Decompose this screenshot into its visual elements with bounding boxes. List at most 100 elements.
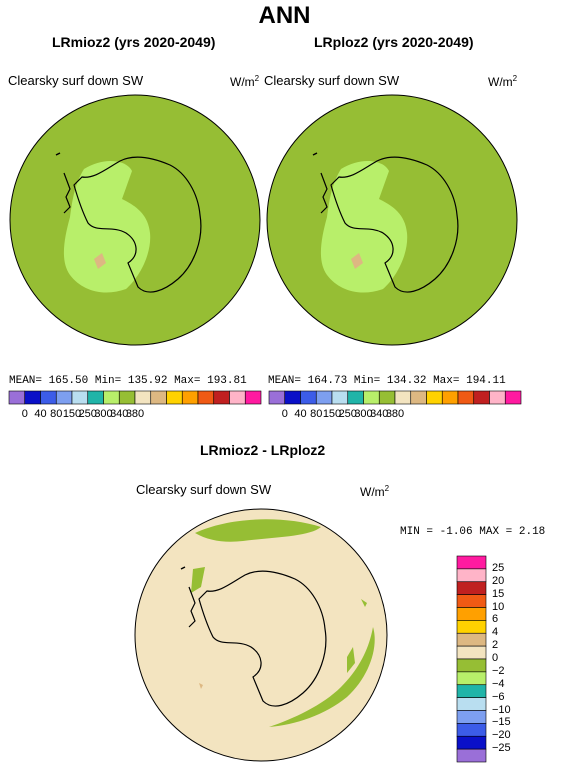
panel1-colorbar-swatch xyxy=(244,390,262,405)
panel2-colorbar-swatch xyxy=(268,390,286,405)
panel1-colorbar-labels: 0 40 80 150 250 300 340 380 xyxy=(8,408,262,422)
diff-colorbar-swatch xyxy=(456,594,487,608)
diff-green-east-small xyxy=(361,599,367,607)
diff-colorbar-swatch xyxy=(456,658,487,673)
panel1-colorbar-swatch xyxy=(55,390,73,405)
panel1-title: LRmioz2 (yrs 2020-2049) xyxy=(52,34,216,50)
diff-colorbar-tick-label: −25 xyxy=(492,742,511,755)
panel2-colorbar-tick-label: 300 xyxy=(354,408,373,420)
panel2-stats: MEAN= 164.73 Min= 134.32 Max= 194.11 xyxy=(268,375,506,387)
panel1-colorbar-swatch xyxy=(87,390,104,405)
panel1-colorbar-swatch xyxy=(8,390,26,405)
diff-colorbar-tick-label: 0 xyxy=(492,652,499,664)
diff-colorbar-swatch xyxy=(456,632,487,647)
panel2-units: W/m2 xyxy=(488,74,518,89)
panel2-light-region xyxy=(320,160,408,293)
panel1-colorbar-swatch xyxy=(197,390,215,405)
panel2-colorbar-swatch xyxy=(441,390,459,405)
diff-colorbar-tick-label: −15 xyxy=(492,716,511,729)
diff-colorbar-tick-label: −2 xyxy=(492,664,505,677)
panel1-colorbar-swatch xyxy=(181,390,199,405)
diff-colorbar-swatch xyxy=(456,671,487,686)
diff-colorbar-swatch xyxy=(456,620,487,634)
panel2-colorbar-swatch xyxy=(300,390,317,405)
diff-peninsula xyxy=(188,586,196,628)
diff-colorbar-swatch xyxy=(456,568,487,583)
diff-tan-spot xyxy=(199,683,203,689)
diff-colorbar-swatch xyxy=(456,697,487,711)
diff-colorbar-swatch xyxy=(456,710,487,724)
diff-colorbar-tick-label: 4 xyxy=(492,626,499,639)
diff-colorbar-tick-label: 10 xyxy=(492,600,505,613)
diff-background-field xyxy=(134,508,388,762)
panel1-colorbar-tick-label: 300 xyxy=(94,408,113,420)
diff-green-north xyxy=(195,519,321,542)
panel1-colorbar-tick-label: 150 xyxy=(62,408,82,420)
panel2-colorbar-swatch xyxy=(504,390,522,405)
panel1-map xyxy=(9,94,261,346)
panel2-colorbar-swatch xyxy=(378,390,396,405)
panel1-colorbar-tick-label: 380 xyxy=(125,408,145,420)
panel2-peninsula xyxy=(320,172,328,214)
diff-map xyxy=(134,508,388,762)
panel2-colorbar-tick-label: 40 xyxy=(294,408,307,420)
panel2-colorbar-tick-label: 0 xyxy=(281,408,288,420)
panel1-colorbar-tick-label: 40 xyxy=(34,408,47,420)
panel1-tan-patch xyxy=(94,253,106,269)
diff-colorbar-swatch xyxy=(456,581,487,595)
diff-colorbar-swatch xyxy=(456,684,487,698)
diff-variable: Clearsky surf down SW xyxy=(136,482,272,497)
diff-green-east-patch xyxy=(347,647,355,673)
diff-colorbar-swatch xyxy=(456,555,487,570)
panel1-colorbar-swatch xyxy=(118,390,136,405)
panel2-colorbar-swatch xyxy=(347,390,364,405)
diff-units: W/m2 xyxy=(360,484,390,499)
panel2-colorbar-swatch xyxy=(331,390,349,405)
panel1-antarctica-coast xyxy=(73,156,202,293)
panel2-colorbar-labels: 0 40 80 150 250 300 340 380 xyxy=(268,408,522,422)
panel1-colorbar-tick-label: 340 xyxy=(110,408,129,420)
panel1-colorbar xyxy=(8,390,262,405)
panel2-colorbar-swatch xyxy=(410,390,427,405)
panel2-antarctica-coast xyxy=(330,156,459,293)
diff-colorbar-tick-label: −4 xyxy=(492,677,505,690)
diff-colorbar-swatch xyxy=(456,723,487,737)
panel1-light-region xyxy=(63,160,151,293)
panel2-colorbar-tick-label: 250 xyxy=(338,408,357,420)
panel2-island xyxy=(312,152,318,156)
diff-title: LRmioz2 - LRploz2 xyxy=(200,442,326,458)
panel1-variable: Clearsky surf down SW xyxy=(8,73,144,88)
panel1-colorbar-tick-label: 80 xyxy=(50,408,63,420)
diff-colorbar-labels: 25 20 15 10 6 4 2 0 −2 −4 −6 −10 −15 −20 −25 xyxy=(492,555,532,763)
diff-colorbar-tick-label: −10 xyxy=(492,703,511,716)
panel2-colorbar-tick-label: 380 xyxy=(385,408,405,420)
diff-antarctica-coast xyxy=(198,570,327,707)
diff-colorbar-tick-label: 15 xyxy=(492,587,505,600)
panel1-colorbar-swatch xyxy=(40,390,57,405)
panel1-colorbar-swatch xyxy=(24,390,41,405)
panel2-colorbar-swatch xyxy=(473,390,490,405)
diff-colorbar-tick-label: 20 xyxy=(492,574,505,587)
panel1-colorbar-swatch xyxy=(213,390,230,405)
panel1-colorbar-swatch xyxy=(103,390,120,405)
panel1-colorbar-swatch xyxy=(134,390,152,405)
panel2-colorbar-tick-label: 150 xyxy=(322,408,342,420)
panel1-colorbar-swatch xyxy=(166,390,183,405)
figure-title: ANN xyxy=(258,2,311,29)
panel2-title: LRploz2 (yrs 2020-2049) xyxy=(314,34,474,50)
panel2-colorbar-tick-label: 340 xyxy=(370,408,389,420)
diff-green-southeast-band xyxy=(269,627,375,727)
panel2-colorbar-tick-label: 80 xyxy=(310,408,323,420)
panel2-colorbar-swatch xyxy=(394,390,412,405)
panel1-peninsula xyxy=(63,172,71,214)
panel2-colorbar-swatch xyxy=(457,390,475,405)
panel1-colorbar-tick-label: 250 xyxy=(78,408,97,420)
panel1-stats: MEAN= 165.50 Min= 135.92 Max= 193.81 xyxy=(9,375,247,387)
diff-colorbar xyxy=(456,555,487,763)
panel2-colorbar-swatch xyxy=(489,390,506,405)
panel2-colorbar-swatch xyxy=(363,390,380,405)
diff-colorbar-swatch xyxy=(456,607,487,621)
panel1-colorbar-swatch xyxy=(71,390,89,405)
diff-colorbar-tick-label: −6 xyxy=(492,690,505,703)
panel2-colorbar-swatch xyxy=(315,390,333,405)
